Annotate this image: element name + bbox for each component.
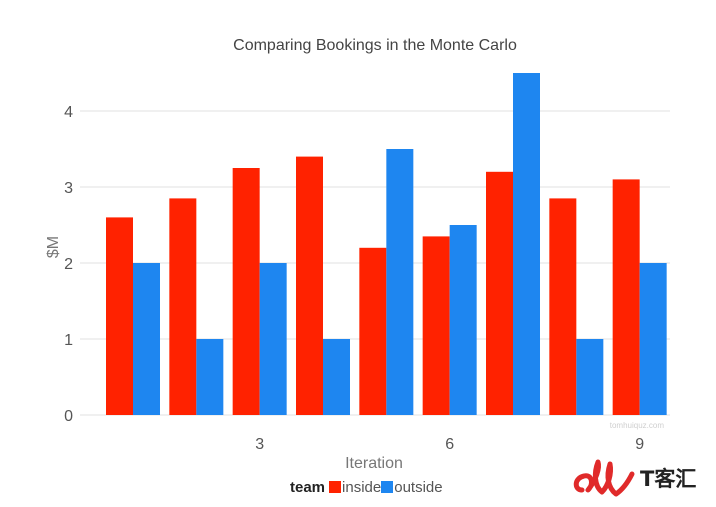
x-axis-ticks: 3 6 9 xyxy=(255,436,644,453)
y-tick-label: 2 xyxy=(64,256,73,273)
brand-logo-text: T客汇 xyxy=(640,467,696,491)
legend-swatch-inside xyxy=(329,481,342,493)
x-tick-label: 9 xyxy=(635,436,644,453)
brand-logo: T客汇 xyxy=(573,459,696,497)
legend-swatch-outside xyxy=(381,481,394,493)
brand-logo-mark xyxy=(573,459,635,497)
y-axis-title: $M xyxy=(45,236,62,258)
bar-outside-4 xyxy=(323,339,350,415)
bar-outside-5 xyxy=(386,149,414,415)
bar-inside-6 xyxy=(422,236,450,415)
bar-inside-8 xyxy=(549,198,577,415)
bar-inside-7 xyxy=(486,171,513,415)
y-tick-label: 3 xyxy=(64,180,73,197)
bar-outside-3 xyxy=(259,263,287,415)
bar-inside-1 xyxy=(106,217,133,415)
chart-title: Comparing Bookings in the Monte Carlo xyxy=(233,37,517,54)
legend-item-inside: inside xyxy=(329,479,381,496)
bars xyxy=(106,73,667,415)
bar-outside-9 xyxy=(639,263,667,415)
y-tick-label: 0 xyxy=(64,408,73,425)
x-tick-label: 3 xyxy=(255,436,264,453)
y-tick-label: 4 xyxy=(64,104,73,121)
x-tick-label: 6 xyxy=(445,436,454,453)
bar-inside-2 xyxy=(169,198,197,415)
bar-outside-1 xyxy=(133,263,160,415)
legend-title: team xyxy=(290,478,326,496)
bar-inside-5 xyxy=(359,247,387,415)
legend-label-outside: outside xyxy=(394,478,443,496)
legend: team inside outside xyxy=(290,478,443,496)
y-axis-ticks: 0 1 2 3 4 xyxy=(64,104,73,425)
bar-inside-4 xyxy=(296,156,323,415)
bar-inside-3 xyxy=(232,168,260,415)
bar-outside-2 xyxy=(196,339,224,415)
bar-outside-7 xyxy=(513,73,540,415)
y-tick-label: 1 xyxy=(64,332,73,349)
bar-outside-8 xyxy=(576,339,604,415)
bar-outside-6 xyxy=(449,225,477,415)
bar-inside-9 xyxy=(612,179,640,415)
site-watermark: tomhuiquz.com xyxy=(610,421,665,430)
legend-label-inside: inside xyxy=(342,478,382,496)
legend-item-outside: outside xyxy=(381,478,443,496)
x-axis-title: Iteration xyxy=(345,455,403,472)
